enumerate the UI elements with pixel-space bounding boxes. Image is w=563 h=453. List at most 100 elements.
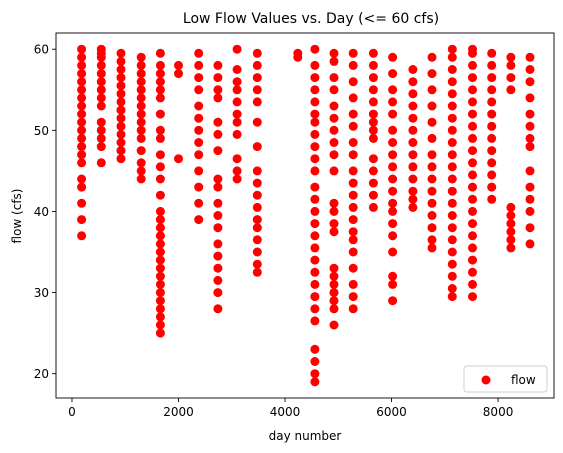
data-point [96, 77, 106, 87]
data-point [213, 198, 223, 208]
data-point [213, 263, 223, 273]
data-point [252, 178, 262, 188]
data-point [329, 150, 339, 160]
data-point [329, 198, 339, 208]
data-point [116, 138, 126, 147]
legend: flow [463, 365, 548, 393]
data-point [348, 48, 358, 58]
data-point [329, 263, 339, 273]
data-point [447, 284, 457, 293]
data-point [194, 48, 204, 58]
data-point [136, 52, 146, 62]
data-point [136, 85, 146, 95]
data-point [506, 211, 516, 220]
data-point [348, 202, 358, 212]
data-point [348, 235, 358, 245]
data-point [136, 60, 146, 70]
data-point [487, 121, 497, 131]
data-point [348, 93, 358, 103]
x-tick-label: 2000 [163, 405, 194, 419]
data-point [368, 73, 378, 83]
data-point [388, 162, 398, 172]
data-point [447, 186, 457, 196]
data-point [447, 125, 457, 135]
data-point [194, 60, 204, 70]
data-point [468, 170, 477, 180]
data-point [329, 320, 339, 330]
data-point [408, 101, 418, 111]
y-tick-label: 30 [34, 286, 49, 300]
data-point [329, 219, 339, 229]
y-axis-label: flow (cfs) [10, 189, 24, 244]
data-point [213, 182, 223, 192]
data-point [252, 259, 262, 269]
data-point [310, 243, 320, 253]
legend-marker [481, 375, 491, 385]
data-point [368, 48, 378, 58]
data-point [116, 105, 126, 115]
data-point [487, 73, 497, 83]
data-point [348, 227, 358, 237]
data-point [155, 328, 165, 338]
data-point [213, 60, 223, 70]
data-point [310, 279, 320, 289]
data-point [293, 48, 303, 58]
data-point [447, 150, 457, 160]
data-point [310, 357, 320, 366]
data-point [408, 194, 418, 204]
data-point [232, 97, 242, 107]
data-point [155, 320, 165, 330]
data-point [116, 146, 126, 156]
data-point [447, 259, 457, 269]
data-point [447, 198, 457, 208]
data-point [468, 219, 477, 229]
data-point [155, 174, 165, 184]
data-point [77, 101, 87, 111]
data-point [329, 73, 339, 83]
data-point [232, 117, 242, 127]
data-point [408, 138, 418, 147]
data-point [388, 296, 398, 306]
data-point [348, 292, 358, 302]
data-point [348, 60, 358, 70]
data-point [427, 186, 437, 196]
y-tick-label: 20 [34, 367, 49, 381]
data-point [136, 158, 146, 168]
data-point [96, 125, 106, 135]
data-point [310, 267, 320, 277]
data-point [427, 52, 437, 62]
data-point [468, 133, 477, 143]
data-point [388, 174, 398, 184]
data-point [194, 166, 204, 176]
x-tick-label: 4000 [270, 405, 301, 419]
data-point [213, 239, 223, 249]
data-point [525, 206, 535, 216]
data-point [77, 52, 87, 62]
data-point [232, 129, 242, 139]
data-point [252, 48, 262, 58]
data-point [252, 223, 262, 233]
data-point [447, 52, 457, 62]
data-point [96, 142, 106, 152]
data-point [136, 133, 146, 143]
x-tick-label: 8000 [483, 405, 514, 419]
data-point [525, 93, 535, 103]
data-point [388, 109, 398, 119]
data-point [116, 73, 126, 83]
data-point [213, 93, 223, 103]
data-point [155, 93, 165, 103]
data-point [525, 133, 535, 143]
data-point [468, 182, 477, 192]
data-point [77, 133, 87, 143]
data-point [525, 142, 535, 152]
x-tick-label: 6000 [376, 405, 407, 419]
data-point [427, 243, 437, 253]
data-point [368, 125, 378, 135]
data-point [77, 231, 87, 241]
data-point [96, 69, 106, 79]
data-point [525, 65, 535, 74]
data-point [310, 304, 320, 314]
y-tick-label: 50 [34, 124, 49, 138]
data-point [329, 56, 339, 66]
